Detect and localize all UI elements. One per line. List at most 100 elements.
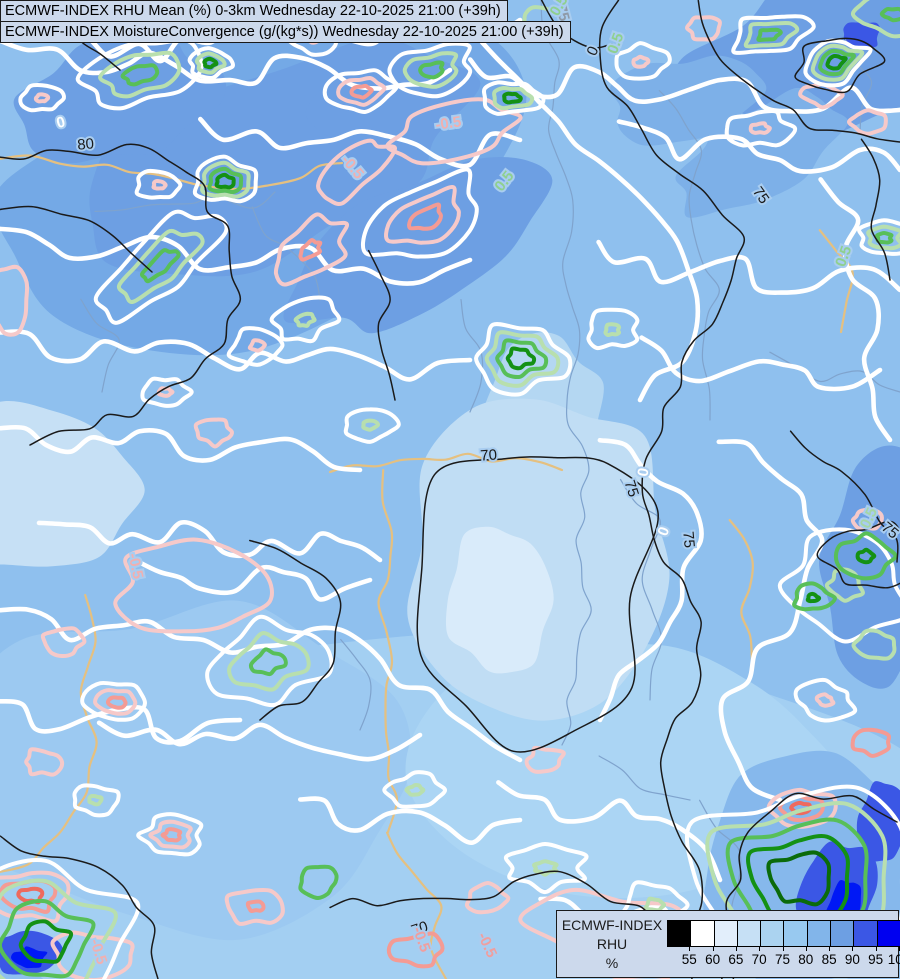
legend-tick-value: 100 bbox=[887, 952, 900, 967]
legend-tick-value: 90 bbox=[844, 952, 860, 967]
mc-contour-ring bbox=[202, 56, 219, 70]
mc-contour-ring bbox=[416, 456, 659, 753]
contour-line bbox=[598, 0, 746, 979]
mc-contour-ring bbox=[72, 783, 121, 818]
mc-contour-ring bbox=[631, 54, 651, 69]
mc-contour-ring bbox=[603, 322, 622, 338]
contour-line bbox=[598, 755, 691, 801]
mc-contour-ring bbox=[0, 858, 141, 979]
mc-contour-ring bbox=[134, 168, 183, 200]
contour-line bbox=[80, 298, 120, 393]
mc-contour-ring bbox=[857, 218, 900, 256]
contour-line bbox=[0, 38, 453, 91]
mc-contour-ring bbox=[18, 83, 67, 113]
mc-contour-ring bbox=[214, 172, 236, 190]
mc-contour-ring bbox=[98, 50, 182, 99]
contour-line bbox=[728, 519, 754, 664]
mc-contour-ring bbox=[192, 154, 259, 204]
legend-unit-label: % bbox=[605, 955, 619, 971]
mc-contour-ring bbox=[273, 212, 349, 287]
mc-contour-ring bbox=[151, 179, 168, 191]
mc-contour-ring bbox=[226, 326, 285, 367]
contour-line bbox=[789, 430, 899, 563]
mc-contour-ring bbox=[80, 680, 147, 722]
mc-contour-label: -0.5 bbox=[434, 113, 462, 133]
mc-contour-ring bbox=[404, 783, 426, 797]
contour-line bbox=[386, 831, 448, 979]
legend-tick-value: 80 bbox=[798, 952, 814, 967]
mc-contour-ring bbox=[825, 53, 848, 71]
contour-line bbox=[328, 452, 564, 474]
mc-contour-ring bbox=[850, 507, 884, 531]
mc-contour-ring bbox=[343, 407, 401, 444]
mc-contour-ring bbox=[794, 37, 886, 94]
contour-line bbox=[0, 424, 363, 473]
contour-line bbox=[94, 191, 276, 212]
legend-tick-value: 60 bbox=[705, 952, 721, 967]
mc-contour-ring bbox=[684, 15, 722, 42]
rhu-fill-region bbox=[283, 156, 553, 334]
contour-line bbox=[597, 437, 704, 723]
contour-line bbox=[860, 138, 891, 281]
contour-line bbox=[616, 119, 900, 174]
mc-contour-ring bbox=[484, 330, 561, 388]
contour-line bbox=[818, 229, 854, 334]
contour-line bbox=[0, 226, 473, 286]
mc-contour-ring bbox=[805, 591, 822, 604]
mc-contour-ring bbox=[93, 209, 229, 325]
mc-contour-ring bbox=[492, 85, 535, 111]
mc-contour-ring bbox=[824, 567, 865, 603]
mc-contour-ring bbox=[866, 224, 900, 251]
mc-contour-ring bbox=[105, 695, 128, 710]
mc-contour-ring bbox=[0, 898, 96, 979]
rhu-fill-region bbox=[856, 781, 900, 862]
contour-line bbox=[96, 720, 423, 762]
mc-contour-ring bbox=[614, 41, 672, 81]
mc-contour-ring bbox=[93, 688, 138, 716]
mc-contour-ring bbox=[756, 27, 783, 42]
legend-swatch bbox=[830, 920, 855, 947]
mc-contour-ring bbox=[361, 418, 381, 432]
mc-contour-ring bbox=[407, 202, 443, 231]
mc-contour-ring bbox=[792, 581, 837, 612]
mc-contour-ring bbox=[120, 63, 160, 87]
legend-tick-mark bbox=[805, 946, 807, 951]
mc-contour-ring bbox=[0, 878, 118, 979]
mc-contour-ring bbox=[503, 841, 589, 895]
legend-tick-mark bbox=[689, 946, 691, 951]
legend-title: ECMWF-INDEX RHU % bbox=[557, 916, 667, 973]
legend-tick-value: 70 bbox=[751, 952, 767, 967]
rhu-fill-region bbox=[675, 87, 849, 218]
mc-contour-ring bbox=[248, 647, 288, 677]
mc-contour-ring bbox=[360, 167, 479, 259]
legend-tick-mark bbox=[852, 946, 854, 951]
mc-contour-ring bbox=[789, 800, 813, 816]
mc-contour-ring bbox=[814, 692, 836, 708]
rh-contour-label: 80 bbox=[77, 135, 95, 153]
legend-swatch bbox=[736, 920, 762, 947]
mc-contour-ring bbox=[518, 887, 722, 979]
mc-contour-ring bbox=[316, 138, 397, 207]
legend-swatch bbox=[760, 920, 785, 947]
mc-contour-ring bbox=[778, 794, 825, 823]
contour-line bbox=[619, 478, 663, 701]
mc-contour-ring bbox=[384, 184, 461, 245]
contour-line bbox=[0, 143, 242, 446]
mc-contour-ring bbox=[402, 51, 459, 89]
contour-line bbox=[639, 335, 883, 392]
mc-contour-ring bbox=[227, 631, 311, 692]
mc-contour-ring bbox=[382, 770, 447, 809]
mc-contour-ring bbox=[524, 745, 566, 774]
mc-contour-ring bbox=[0, 870, 71, 924]
legend-tick-value: 95 bbox=[868, 952, 884, 967]
mc-contour-ring bbox=[336, 76, 387, 107]
mc-contour-ring bbox=[293, 311, 317, 328]
rhu-fill-region bbox=[819, 445, 900, 689]
legend-product-label: ECMWF-INDEX bbox=[561, 917, 663, 933]
contour-line bbox=[251, 206, 321, 301]
title-bar: ECMWF-INDEX RHU Mean (%) 0-3km Wednesday… bbox=[0, 0, 571, 43]
mc-contour-ring bbox=[140, 376, 194, 408]
legend-tick-mark bbox=[875, 946, 877, 951]
